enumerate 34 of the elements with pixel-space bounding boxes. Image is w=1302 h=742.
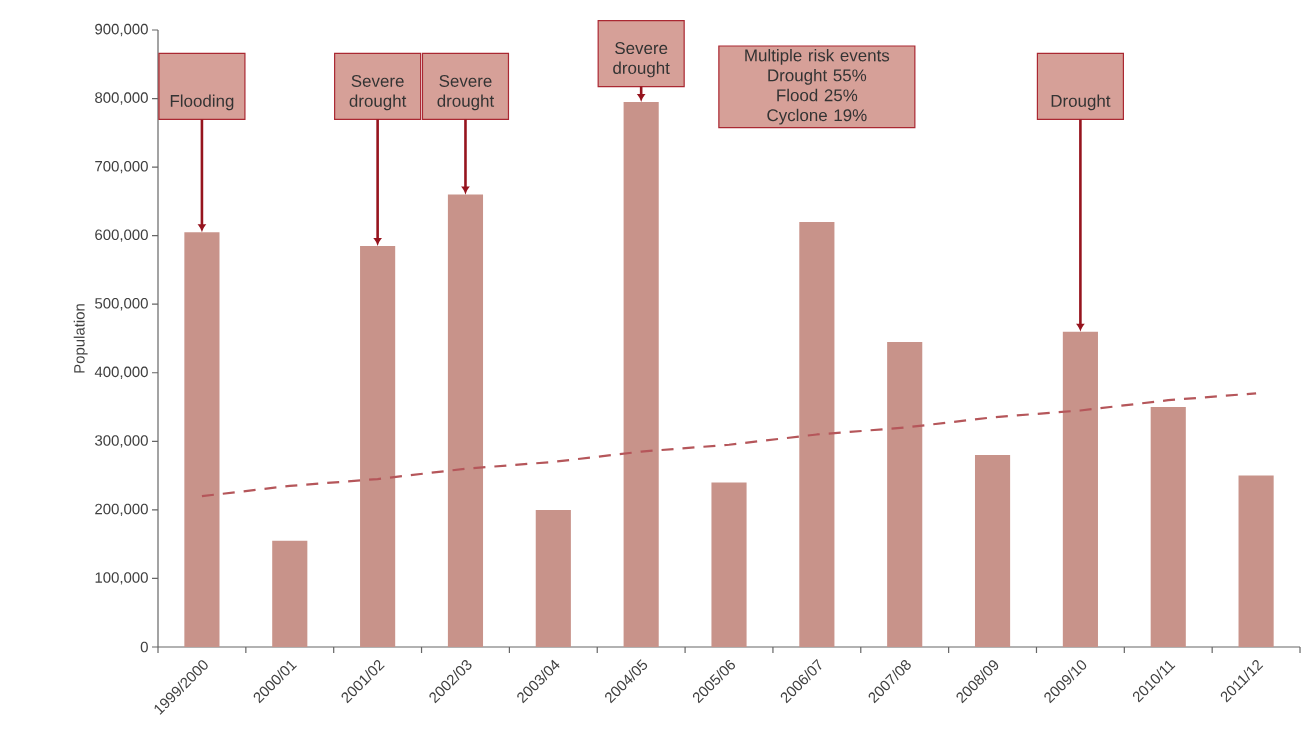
bar — [974, 455, 1011, 647]
y-tick-label: 400,000 — [94, 366, 148, 379]
y-tick-label: 0 — [140, 641, 148, 653]
bar — [799, 221, 835, 647]
annotation: Flooding — [170, 94, 234, 111]
annotation: Severe drought — [613, 42, 670, 78]
annotation: Multiple risk events — [745, 49, 890, 65]
y-tick-label: 700,000 — [95, 160, 148, 174]
annotation: Severe drought — [437, 74, 495, 111]
y-tick-label: 100,000 — [95, 572, 148, 585]
line-series — [200, 392, 1258, 498]
y-tick-label: 200,000 — [95, 503, 148, 517]
bar — [1062, 331, 1098, 647]
y-tick-label: 300,000 — [95, 435, 148, 448]
y-tick-label: 600,000 — [95, 229, 148, 242]
y-tick-label: 900,000 — [95, 23, 148, 37]
bar — [711, 482, 747, 647]
bar — [623, 101, 659, 647]
bar — [272, 540, 308, 647]
y-tick-label: 800,000 — [95, 92, 148, 105]
annotation: Flood 25% — [777, 88, 858, 102]
annotation: Drought — [1051, 94, 1111, 111]
y-axis-title: Population — [73, 304, 88, 373]
bar — [887, 341, 923, 647]
bar — [1238, 475, 1274, 647]
y-tick-label: 500,000 — [95, 298, 148, 311]
annotation: Drought 55% — [768, 68, 867, 85]
bar — [535, 509, 571, 647]
bar — [447, 194, 484, 647]
bar — [360, 245, 396, 647]
annotation: Severe drought — [349, 74, 407, 111]
annotation: Cyclone 19% — [767, 108, 867, 125]
bar — [184, 232, 220, 647]
bar — [1150, 407, 1186, 647]
